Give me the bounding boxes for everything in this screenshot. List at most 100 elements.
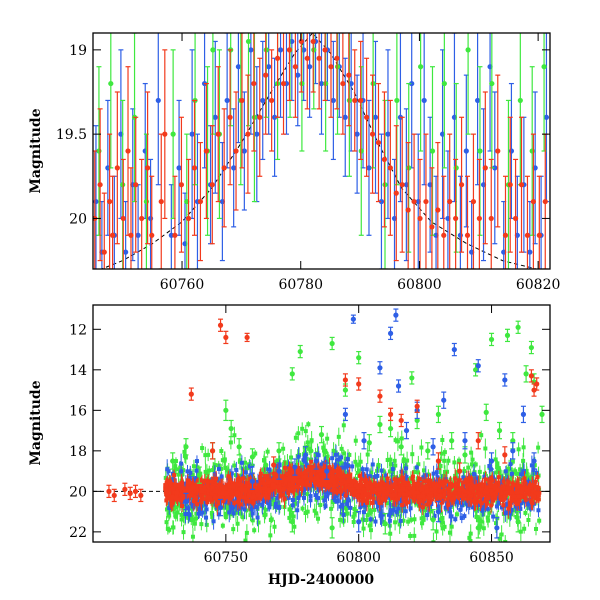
data-point bbox=[231, 511, 236, 516]
data-point bbox=[525, 475, 530, 480]
data-point bbox=[314, 511, 319, 516]
data-point bbox=[508, 478, 513, 483]
data-point bbox=[513, 480, 518, 485]
data-point bbox=[170, 525, 175, 530]
data-point bbox=[421, 97, 427, 104]
data-point bbox=[238, 511, 243, 516]
data-point bbox=[365, 513, 370, 518]
data-point bbox=[308, 498, 313, 503]
data-point bbox=[174, 511, 179, 516]
data-point bbox=[361, 510, 366, 515]
data-point bbox=[107, 198, 113, 205]
data-point bbox=[324, 494, 329, 499]
data-point bbox=[239, 97, 245, 104]
data-point bbox=[353, 459, 358, 464]
data-point bbox=[495, 148, 501, 154]
data-point bbox=[297, 493, 302, 498]
data-point bbox=[165, 467, 170, 472]
data-point bbox=[419, 445, 424, 450]
data-point bbox=[529, 148, 535, 154]
data-point bbox=[421, 468, 426, 473]
data-point bbox=[245, 466, 250, 471]
data-point bbox=[509, 471, 514, 476]
data-point bbox=[397, 522, 402, 527]
data-point bbox=[471, 472, 476, 477]
data-point bbox=[352, 511, 357, 516]
data-point bbox=[326, 490, 331, 495]
data-point bbox=[97, 182, 103, 188]
data-point bbox=[300, 426, 305, 431]
data-point bbox=[275, 495, 280, 500]
data-point bbox=[204, 507, 209, 512]
data-point bbox=[241, 148, 247, 154]
data-point bbox=[543, 114, 550, 120]
data-point bbox=[227, 510, 232, 515]
data-point bbox=[178, 465, 183, 470]
data-point bbox=[189, 501, 194, 506]
data-point bbox=[201, 482, 206, 487]
data-point bbox=[500, 505, 505, 510]
data-point bbox=[440, 437, 445, 442]
data-point bbox=[429, 224, 435, 230]
data-point bbox=[247, 462, 252, 467]
data-point bbox=[263, 512, 268, 517]
data-point bbox=[277, 463, 282, 468]
data-point bbox=[418, 64, 424, 70]
data-point bbox=[467, 535, 472, 540]
data-point bbox=[304, 462, 309, 467]
data-point bbox=[192, 521, 197, 526]
data-point bbox=[348, 505, 353, 510]
data-point bbox=[307, 464, 312, 469]
data-point bbox=[322, 498, 327, 503]
top-x-tick-label: 60800 bbox=[397, 277, 442, 293]
top-panel-frame bbox=[92, 32, 551, 270]
data-point bbox=[263, 72, 269, 78]
data-point bbox=[499, 532, 504, 537]
data-point bbox=[514, 482, 519, 487]
data-point bbox=[440, 515, 445, 520]
data-point bbox=[474, 97, 481, 104]
data-point bbox=[525, 501, 530, 506]
data-point bbox=[351, 520, 356, 525]
data-point bbox=[401, 518, 406, 523]
data-point bbox=[173, 459, 178, 464]
data-point bbox=[393, 463, 398, 468]
data-point bbox=[358, 459, 363, 464]
data-point bbox=[361, 472, 366, 477]
data-point bbox=[321, 495, 326, 500]
data-point bbox=[300, 506, 305, 511]
data-point bbox=[443, 505, 448, 510]
data-point bbox=[216, 512, 221, 517]
data-point bbox=[296, 431, 301, 436]
data-point bbox=[301, 458, 306, 463]
data-point bbox=[449, 514, 454, 519]
data-point bbox=[212, 471, 217, 476]
data-point bbox=[313, 493, 318, 498]
data-point bbox=[232, 433, 237, 438]
data-point bbox=[421, 515, 426, 520]
data-point bbox=[194, 511, 199, 516]
data-point bbox=[373, 519, 378, 524]
data-point bbox=[408, 506, 413, 511]
data-point bbox=[256, 520, 261, 525]
data-point bbox=[347, 452, 352, 457]
data-point bbox=[384, 501, 389, 506]
data-point bbox=[365, 500, 370, 505]
data-point bbox=[497, 469, 502, 474]
data-point bbox=[491, 514, 496, 519]
data-point bbox=[453, 499, 458, 504]
data-point bbox=[277, 505, 282, 510]
data-point bbox=[267, 467, 272, 472]
data-point bbox=[480, 508, 485, 513]
data-point bbox=[492, 477, 497, 482]
data-point bbox=[189, 131, 195, 137]
data-point bbox=[268, 533, 273, 538]
data-point bbox=[212, 114, 218, 120]
data-point bbox=[190, 517, 195, 522]
data-point bbox=[527, 249, 533, 255]
data-point bbox=[527, 477, 532, 482]
data-point bbox=[302, 455, 307, 460]
data-point bbox=[301, 488, 306, 493]
